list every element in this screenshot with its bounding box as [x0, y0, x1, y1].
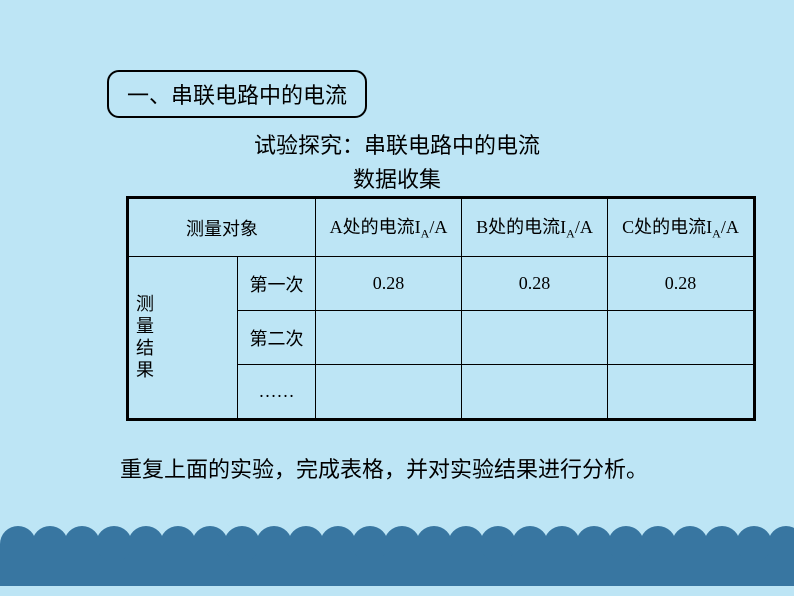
section-title: 一、串联电路中的电流 — [127, 83, 347, 108]
data-collection-title: 数据收集 — [0, 162, 794, 194]
row3-b — [462, 365, 608, 419]
footer-instruction: 重复上面的实验，完成表格，并对实验结果进行分析。 — [120, 452, 648, 484]
table-row: 测量结果 第一次 0.28 0.28 0.28 — [129, 257, 754, 311]
section-title-box: 一、串联电路中的电流 — [107, 70, 367, 118]
header-col-b: B处的电流IA/A — [462, 199, 608, 257]
row2-label: 第二次 — [238, 311, 316, 365]
table-header-row: 测量对象 A处的电流IA/A B处的电流IA/A C处的电流IA/A — [129, 199, 754, 257]
row2-c — [608, 311, 754, 365]
row3-a — [316, 365, 462, 419]
wave-decoration — [0, 526, 794, 596]
row1-a: 0.28 — [316, 257, 462, 311]
experiment-title: 试验探究：串联电路中的电流 — [0, 128, 794, 160]
row3-label: …… — [238, 365, 316, 419]
header-measure-object: 测量对象 — [129, 199, 316, 257]
header-col-c: C处的电流IA/A — [608, 199, 754, 257]
row1-c: 0.28 — [608, 257, 754, 311]
header-col-a: A处的电流IA/A — [316, 199, 462, 257]
row2-b — [462, 311, 608, 365]
row1-label: 第一次 — [238, 257, 316, 311]
row-vertical-label: 测量结果 — [129, 257, 238, 419]
row1-b: 0.28 — [462, 257, 608, 311]
data-table: 测量对象 A处的电流IA/A B处的电流IA/A C处的电流IA/A 测量结果 … — [126, 196, 756, 421]
row2-a — [316, 311, 462, 365]
row3-c — [608, 365, 754, 419]
